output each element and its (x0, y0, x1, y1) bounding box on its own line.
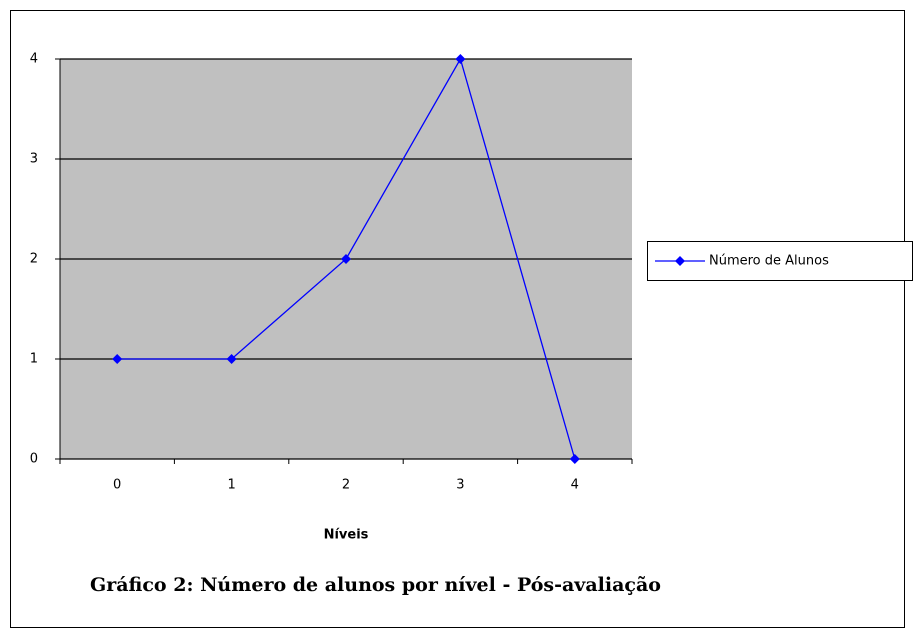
x-tick-label: 0 (113, 478, 121, 493)
data-point (455, 54, 466, 64)
x-axis-label: Níveis (324, 528, 369, 543)
y-tick-label: 2 (30, 252, 38, 267)
legend-label: Número de Alunos (709, 254, 829, 269)
chart-caption: Gráfico 2: Número de alunos por nível - … (90, 574, 661, 596)
y-tick-label: 4 (30, 52, 38, 67)
x-tick-label: 1 (227, 478, 235, 493)
y-tick-label: 0 (30, 452, 38, 467)
data-point (226, 354, 237, 364)
x-tick-label: 4 (571, 478, 579, 493)
legend-marker (675, 256, 685, 266)
y-tick-label: 1 (30, 352, 38, 367)
x-tick-label: 3 (456, 478, 464, 493)
data-point (341, 254, 351, 264)
x-tick-label: 2 (342, 478, 350, 493)
legend-box (647, 241, 913, 281)
y-tick-label: 3 (30, 152, 38, 167)
data-point (112, 354, 123, 364)
data-point (569, 454, 580, 464)
